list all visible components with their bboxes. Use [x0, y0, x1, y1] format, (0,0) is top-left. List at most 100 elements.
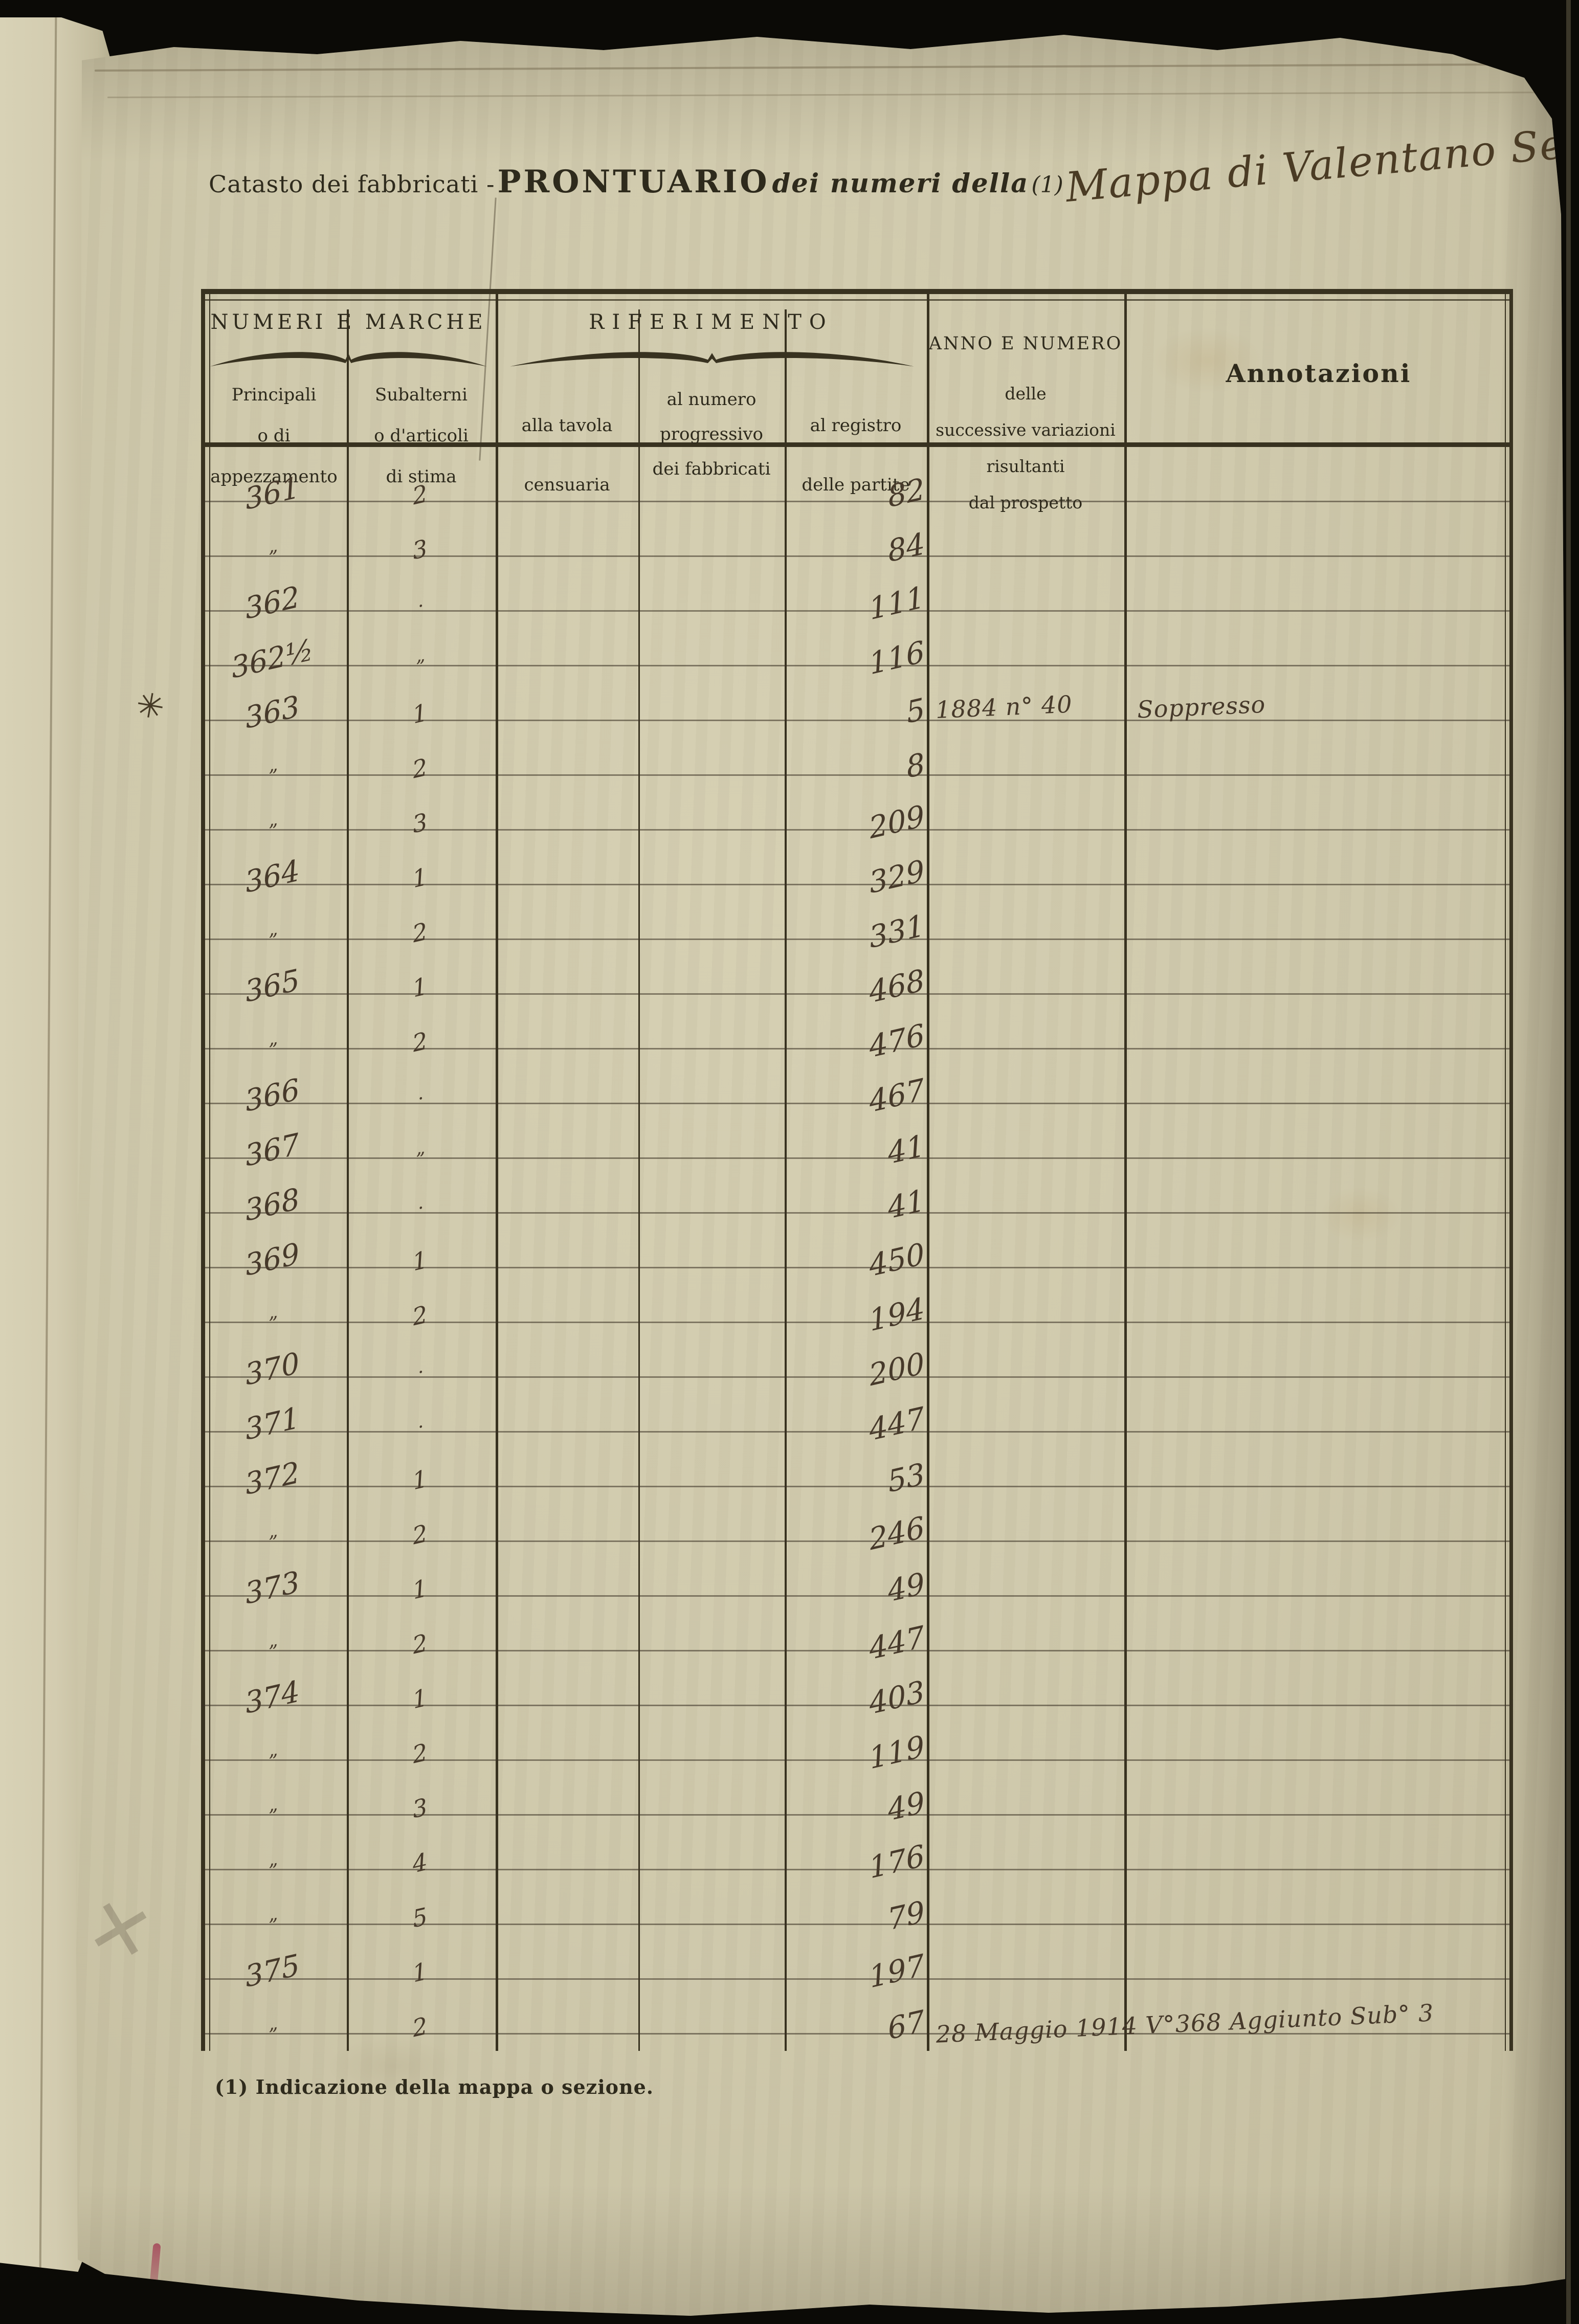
page-title: Catasto dei fabbricati - PRONTUARIO dei …	[209, 115, 1565, 211]
cell-subalterno: 3	[411, 808, 429, 839]
column-header-subalterni: Subalterni o d'articoli di stima	[374, 385, 469, 487]
cell-subalterno: 2	[411, 2012, 429, 2043]
cell-numero-progressivo	[638, 1761, 785, 1814]
cell-registro-partite: 450	[867, 1236, 927, 1284]
cell-anno-variazioni	[927, 721, 1133, 774]
cell-numero-progressivo	[638, 502, 785, 555]
cell-numero-progressivo	[638, 448, 785, 501]
margin-asterisk-mark: ✳	[132, 684, 168, 728]
cell-principale: „	[267, 1027, 279, 1050]
cell-annotazione	[1124, 721, 1526, 774]
cell-anno-variazioni	[927, 995, 1133, 1048]
cell-principale: 375	[243, 1948, 302, 1995]
brace-under-numeri	[210, 352, 487, 367]
col-rule-2-3	[496, 289, 498, 2051]
cell-subalterno: 2	[411, 1738, 429, 1769]
cell-principale: 370	[243, 1346, 302, 1393]
table-row: „ 3 209	[201, 776, 1513, 845]
cell-numero-progressivo	[638, 1706, 785, 1759]
cell-registro-partite: 403	[867, 1673, 927, 1722]
table-row: 374 1 403	[201, 1651, 1513, 1722]
table-row: 372 1 53	[201, 1433, 1513, 1502]
cell-subalterno: 1	[411, 862, 429, 893]
cell-subalterno: 1	[411, 1957, 429, 1988]
cell-tavola-censuaria	[496, 448, 638, 501]
cell-numero-progressivo	[638, 557, 785, 610]
cell-annotazione	[1124, 1433, 1526, 1486]
table-row: „ 2 67 28 Maggio 1914 V°368 Aggiunto Sub…	[201, 1980, 1513, 2048]
book-page-edge-right	[1566, 0, 1571, 2324]
cell-numero-progressivo	[638, 1268, 785, 1322]
cell-subalterno: 4	[411, 1847, 429, 1879]
cell-registro-partite: 116	[867, 634, 927, 682]
cell-registro-partite: 329	[867, 853, 927, 901]
cell-numero-progressivo	[638, 1487, 785, 1540]
cell-registro-partite: 41	[885, 1182, 927, 1226]
cell-tavola-censuaria	[496, 502, 638, 555]
cell-registro-partite: 176	[867, 1838, 927, 1886]
cell-numero-progressivo	[638, 995, 785, 1048]
cell-principale: „	[267, 1629, 279, 1652]
cell-annotazione	[1124, 1925, 1526, 1978]
cell-annotazione	[1124, 1651, 1526, 1705]
cell-anno-variazioni	[927, 1651, 1133, 1705]
cell-registro-partite: 197	[867, 1947, 927, 1995]
cell-subalterno: 5	[411, 1902, 429, 1933]
table-border-right	[1509, 289, 1513, 2051]
brace-under-riferimento	[510, 352, 914, 367]
cell-anno-variazioni	[927, 1761, 1133, 1814]
cell-subalterno: .	[416, 1192, 425, 1214]
cell-registro-partite: 41	[885, 1128, 927, 1171]
cell-subalterno: 1	[411, 1683, 429, 1714]
cell-numero-progressivo	[638, 885, 785, 938]
cell-subalterno: „	[414, 644, 427, 667]
cell-tavola-censuaria	[496, 1542, 638, 1595]
cell-annotazione	[1124, 448, 1526, 501]
cell-subalterno: 3	[411, 534, 429, 565]
cell-tavola-censuaria	[496, 1378, 638, 1431]
table-border-left-inner	[209, 289, 210, 2051]
prontuario-table: NUMERI E MARCHE RIFERIMENTO Principali o…	[201, 289, 1513, 2051]
cell-numero-progressivo	[638, 1816, 785, 1869]
cell-registro-partite: 447	[867, 1619, 927, 1667]
cell-numero-progressivo	[638, 1049, 785, 1103]
cell-registro-partite: 5	[904, 691, 927, 730]
cell-registro-partite: 67	[885, 2003, 927, 2047]
cell-registro-partite: 246	[867, 1509, 927, 1557]
cell-tavola-censuaria	[496, 1980, 638, 2033]
cell-registro-partite: 468	[867, 962, 927, 1010]
red-ink-mark	[147, 2243, 161, 2310]
cell-tavola-censuaria	[496, 1049, 638, 1103]
cell-subalterno: .	[416, 1082, 425, 1104]
cell-anno-variazioni	[927, 1268, 1133, 1322]
cell-tavola-censuaria	[496, 666, 638, 720]
cell-registro-partite: 467	[867, 1071, 927, 1120]
cell-anno-variazioni	[927, 1925, 1133, 1978]
cell-annotazione	[1124, 885, 1526, 938]
cell-principale: 371	[243, 1400, 302, 1447]
cell-anno-variazioni	[927, 1049, 1133, 1103]
cell-principale: 366	[243, 1072, 302, 1119]
cell-principale: „	[267, 1520, 279, 1543]
cell-anno-variazioni	[927, 1378, 1133, 1431]
cell-numero-progressivo	[638, 1597, 785, 1650]
cell-subalterno: 2	[411, 1026, 429, 1058]
cell-numero-progressivo	[638, 1159, 785, 1212]
cell-annotazione	[1124, 1378, 1526, 1431]
page-top-edge-line	[95, 63, 1517, 72]
table-row: „ 2 476	[201, 995, 1513, 1064]
cell-tavola-censuaria	[496, 1761, 638, 1814]
table-row: „ 4 176	[201, 1816, 1513, 1886]
cell-tavola-censuaria	[496, 1268, 638, 1322]
cell-annotazione	[1124, 1323, 1526, 1376]
cell-principale: 368	[243, 1181, 302, 1228]
cell-subalterno: .	[416, 590, 425, 612]
cell-anno-variazioni	[927, 1104, 1133, 1157]
table-row: 364 1 329	[201, 831, 1513, 901]
cell-principale: 369	[243, 1236, 302, 1283]
cell-principale: 362	[243, 579, 302, 627]
cell-subalterno: .	[416, 1356, 425, 1378]
cell-subalterno: 2	[411, 753, 429, 784]
title-footnote-ref: (1)	[1031, 172, 1063, 198]
